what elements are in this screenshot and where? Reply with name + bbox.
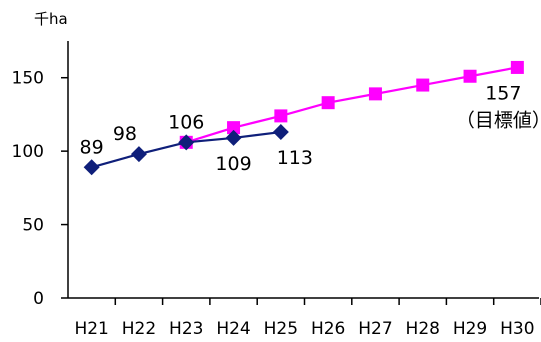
x-tick-label: H22 [122,319,156,339]
target-data-point [463,69,477,83]
x-tick-label: H30 [500,319,534,339]
series-layer [83,60,524,176]
target-data-point [368,87,382,101]
data-label: 113 [277,147,313,169]
data-label: 109 [215,153,251,175]
data-label: （目標値） [456,109,541,131]
data-label-layer: 89 98 106 109 113 157 （目標値） [80,82,541,174]
y-tick-label: 50 [22,216,44,236]
y-tick-label: 0 [33,289,44,309]
target-data-point [321,96,335,110]
x-tick-label: H28 [406,319,440,339]
target-data-point [274,109,288,123]
target-data-point [510,60,524,74]
actual-data-point [178,134,195,151]
x-tick-label: H21 [74,319,108,339]
actual-data-point [225,129,242,146]
target-data-point [416,78,430,92]
x-tick-label: H25 [264,319,298,339]
data-label: 89 [80,136,104,158]
actual-data-point [272,124,289,141]
x-tick-label: H26 [311,319,345,339]
data-label: 106 [168,111,204,133]
actual-data-point [83,159,100,176]
x-tick-label: H24 [216,319,250,339]
x-tick-label: H27 [358,319,392,339]
data-label: 98 [113,123,137,145]
y-tick-label: 100 [12,142,44,162]
data-label: 157 [485,82,521,104]
y-axis-unit-label: 千ha [34,10,68,28]
x-tick-label: H29 [453,319,487,339]
axes: 0 50 100 150 H21 H22 H23 H24 H25 H26 H27 H28 H29 H30 [12,41,541,339]
actual-data-point [130,146,147,163]
x-tick-label: H23 [169,319,203,339]
target-data-point [227,121,241,135]
y-tick-label: 150 [12,69,44,89]
target-series-line [185,66,518,144]
